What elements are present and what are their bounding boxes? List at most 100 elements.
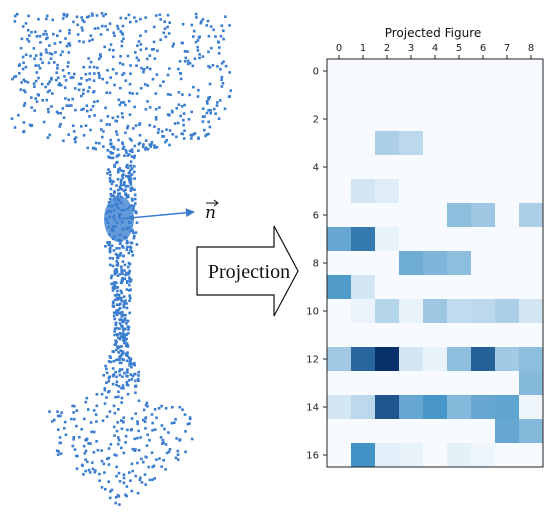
cloud-point [116, 177, 120, 181]
cloud-point [103, 45, 106, 49]
cloud-point [75, 467, 79, 470]
cloud-point [67, 42, 71, 46]
cloud-point [95, 393, 99, 396]
cloud-point [89, 442, 92, 445]
cloud-point [108, 250, 112, 254]
cloud-point [121, 73, 124, 77]
cloud-point [182, 112, 186, 115]
cloud-point [111, 350, 115, 353]
cloud-point [89, 421, 93, 424]
cloud-point [178, 405, 182, 409]
cloud-point [132, 127, 135, 130]
cloud-point [48, 44, 51, 47]
cloud-point [124, 299, 127, 302]
cloud-point [125, 333, 128, 337]
cloud-point [112, 301, 115, 305]
cloud-point [127, 99, 131, 103]
cloud-point [126, 319, 129, 323]
heatmap-cell [447, 347, 471, 371]
cloud-point [95, 404, 99, 408]
cloud-point [139, 17, 142, 21]
cloud-point [112, 404, 116, 408]
cloud-point [79, 82, 83, 86]
cloud-point [157, 128, 160, 131]
cloud-point [148, 478, 152, 482]
cloud-point [113, 453, 116, 457]
cloud-point [139, 436, 142, 439]
cloud-point [87, 408, 90, 411]
cloud-point [32, 47, 36, 50]
cloud-point [117, 296, 121, 300]
cloud-point [131, 469, 134, 473]
cloud-point [13, 126, 17, 129]
cloud-point [45, 51, 48, 54]
heatmap-cell [423, 419, 447, 443]
normal-vector-label-group: n [205, 199, 219, 223]
cloud-point [92, 451, 96, 454]
cloud-point [13, 75, 16, 79]
cloud-point [109, 356, 112, 359]
cloud-point [126, 166, 130, 169]
cloud-point [53, 418, 56, 422]
cloud-point [46, 107, 50, 111]
cloud-point [120, 268, 123, 271]
cloud-point [58, 414, 61, 418]
cloud-point [117, 395, 120, 399]
cloud-point [129, 177, 133, 181]
cloud-point [109, 193, 112, 196]
cloud-point [162, 135, 166, 138]
cloud-point [66, 65, 70, 68]
cloud-point [22, 78, 26, 82]
heatmap-cell [327, 443, 351, 467]
heatmap-cell [519, 371, 543, 395]
heatmap-cell [351, 347, 375, 371]
cloud-point [24, 22, 28, 25]
cloud-point [152, 40, 156, 44]
cloud-point [83, 452, 87, 455]
cloud-point [28, 34, 31, 37]
cloud-point [116, 262, 120, 265]
cloud-point [93, 27, 97, 30]
cloud-point [39, 52, 43, 56]
cloud-point [120, 345, 123, 348]
cloud-point [135, 56, 139, 60]
cloud-point [112, 31, 115, 35]
heatmap-cell [327, 395, 351, 419]
cloud-point [118, 242, 122, 245]
cloud-point [121, 319, 124, 323]
cloud-point [127, 328, 130, 331]
cloud-point [19, 46, 23, 50]
cloud-point [129, 479, 132, 482]
cloud-point [193, 57, 197, 60]
heatmap-cell [447, 203, 471, 227]
heatmap-cell [327, 59, 351, 83]
cloud-point [115, 296, 119, 300]
heatmap-cell [519, 419, 543, 443]
projection-label: Projection [208, 261, 290, 283]
cloud-point [122, 254, 125, 258]
heatmap-cell [495, 371, 519, 395]
cloud-point [88, 78, 91, 81]
cloud-point [168, 448, 172, 451]
cloud-point [51, 18, 54, 22]
cloud-point [130, 150, 134, 153]
cloud-point [113, 165, 116, 168]
cloud-point [71, 124, 75, 127]
cloud-point [136, 44, 139, 47]
cloud-point [96, 100, 99, 103]
heatmap-cell [447, 419, 471, 443]
cloud-point [103, 471, 106, 474]
cloud-point [117, 153, 121, 157]
cloud-point [137, 374, 140, 377]
heatmap-cell [327, 83, 351, 107]
heatmap-cell [327, 323, 351, 347]
cloud-point [126, 241, 129, 244]
cloud-point [209, 25, 213, 28]
cloud-point [117, 390, 120, 394]
projection-arrow [196, 225, 299, 317]
cloud-point [150, 143, 153, 146]
heatmap-cell [327, 203, 351, 227]
cloud-point [105, 415, 109, 418]
cloud-point [118, 254, 122, 257]
normal-vector-arrow [118, 208, 195, 220]
